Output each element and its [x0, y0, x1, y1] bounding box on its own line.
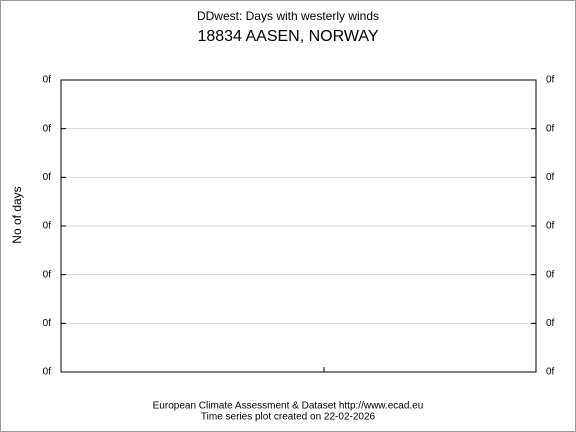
y-tick-label: 0f	[43, 221, 52, 232]
y-axis-label: No of days	[10, 186, 24, 243]
y-tick-label: 0f	[43, 367, 52, 378]
chart-subtitle: 18834 AASEN, NORWAY	[197, 28, 378, 45]
y2-tick-label: 0f	[546, 367, 555, 378]
grid	[61, 128, 536, 324]
y2-tick-label: 0f	[546, 318, 555, 329]
y-tick-label: 0f	[43, 172, 52, 183]
y-tick-label: 0f	[43, 123, 52, 134]
y-tick-label: 0f	[43, 318, 52, 329]
chart-title: DDwest: Days with westerly winds	[197, 9, 379, 23]
y2-tick-label: 0f	[546, 123, 555, 134]
y-tick-label: 0f	[43, 75, 52, 86]
y2-tick-label: 0f	[546, 221, 555, 232]
footer: European Climate Assessment & Dataset ht…	[153, 401, 424, 412]
y2-tick-label: 0f	[546, 172, 555, 183]
y2-tick-label: 0f	[546, 269, 555, 280]
footer: Time series plot created on 22-02-2026	[201, 412, 376, 423]
y2-tick-label: 0f	[546, 75, 555, 86]
y-tick-label: 0f	[43, 269, 52, 280]
